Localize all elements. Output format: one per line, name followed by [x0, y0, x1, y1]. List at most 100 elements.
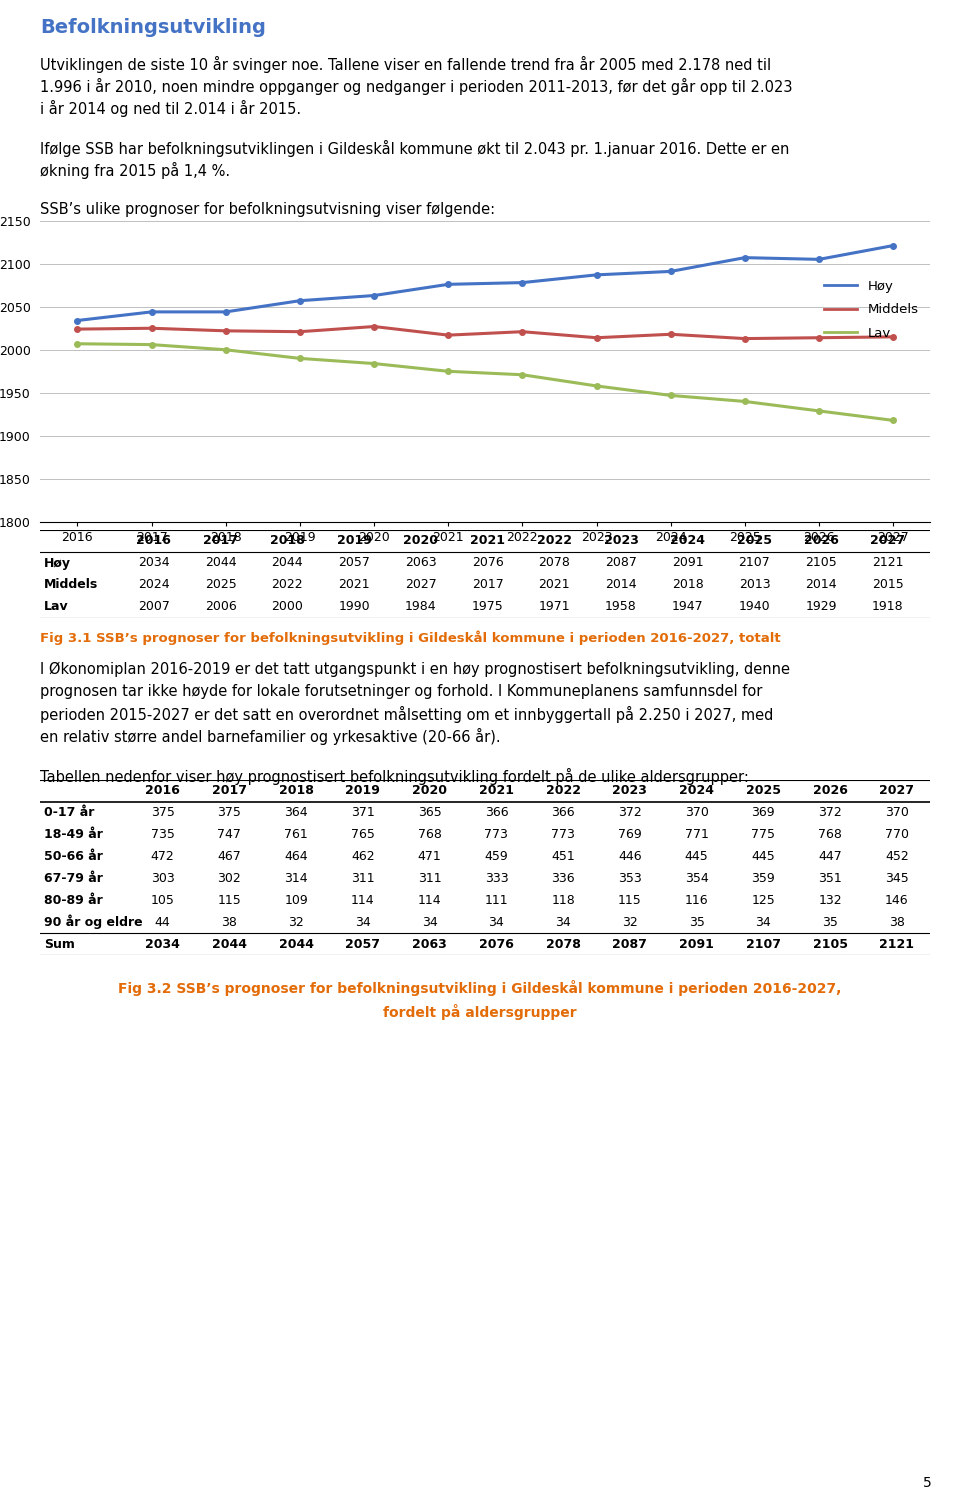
Text: 366: 366: [551, 807, 575, 819]
Legend: Høy, Middels, Lav: Høy, Middels, Lav: [819, 274, 924, 345]
Text: 2006: 2006: [204, 600, 236, 614]
Text: Høy: Høy: [44, 556, 71, 570]
Text: 2024: 2024: [138, 579, 170, 591]
Text: Fig 3.2 SSB’s prognoser for befolkningsutvikling i Gildeskål kommune i perioden : Fig 3.2 SSB’s prognoser for befolkningsu…: [118, 980, 842, 995]
Text: 2022: 2022: [272, 579, 303, 591]
Text: 359: 359: [752, 872, 776, 885]
Text: 2044: 2044: [204, 556, 236, 570]
Text: 2105: 2105: [805, 556, 837, 570]
Text: 2078: 2078: [545, 938, 581, 950]
Text: 1990: 1990: [338, 600, 370, 614]
Text: 2044: 2044: [212, 938, 247, 950]
Text: 1984: 1984: [405, 600, 437, 614]
Text: 116: 116: [684, 894, 708, 906]
Text: 1.996 i år 2010, noen mindre oppganger og nedganger i perioden 2011-2013, før de: 1.996 i år 2010, noen mindre oppganger o…: [40, 78, 793, 95]
Text: 1940: 1940: [738, 600, 770, 614]
Text: 2076: 2076: [471, 556, 503, 570]
Text: 447: 447: [818, 851, 842, 863]
Text: 345: 345: [885, 872, 909, 885]
Text: 375: 375: [218, 807, 241, 819]
Text: 2027: 2027: [871, 534, 905, 547]
Text: i år 2014 og ned til 2.014 i år 2015.: i år 2014 og ned til 2.014 i år 2015.: [40, 100, 301, 118]
Text: 747: 747: [218, 828, 241, 841]
Text: 0-17 år: 0-17 år: [44, 807, 94, 819]
Text: 2017: 2017: [203, 534, 238, 547]
Text: 118: 118: [551, 894, 575, 906]
Text: 1929: 1929: [805, 600, 837, 614]
Text: 34: 34: [421, 915, 438, 929]
Text: 364: 364: [284, 807, 308, 819]
Text: 2017: 2017: [212, 784, 247, 798]
Text: 464: 464: [284, 851, 308, 863]
Text: 773: 773: [485, 828, 509, 841]
Text: 372: 372: [818, 807, 842, 819]
Text: 462: 462: [351, 851, 374, 863]
Text: 34: 34: [355, 915, 371, 929]
Text: Sum: Sum: [44, 938, 75, 950]
Text: 2019: 2019: [337, 534, 372, 547]
Text: 2021: 2021: [479, 784, 514, 798]
Text: 2091: 2091: [672, 556, 704, 570]
Text: 114: 114: [418, 894, 442, 906]
Text: 771: 771: [684, 828, 708, 841]
Text: Befolkningsutvikling: Befolkningsutvikling: [40, 18, 266, 38]
Text: 2014: 2014: [805, 579, 837, 591]
Text: 303: 303: [151, 872, 175, 885]
Text: 765: 765: [351, 828, 374, 841]
Text: 2026: 2026: [813, 784, 848, 798]
Text: SSB’s ulike prognoser for befolkningsutvisning viser følgende:: SSB’s ulike prognoser for befolkningsutv…: [40, 202, 495, 217]
Text: 2025: 2025: [737, 534, 772, 547]
Text: 34: 34: [555, 915, 571, 929]
Text: 467: 467: [218, 851, 241, 863]
Text: Tabellen nedenfor viser høy prognostisert befolkningsutvikling fordelt på de uli: Tabellen nedenfor viser høy prognostiser…: [40, 768, 749, 786]
Text: 115: 115: [618, 894, 642, 906]
Text: 2023: 2023: [612, 784, 647, 798]
Text: 1918: 1918: [872, 600, 903, 614]
Text: 2044: 2044: [278, 938, 314, 950]
Text: 2091: 2091: [679, 938, 714, 950]
Text: 353: 353: [618, 872, 642, 885]
Text: økning fra 2015 på 1,4 %.: økning fra 2015 på 1,4 %.: [40, 161, 230, 179]
Text: 35: 35: [822, 915, 838, 929]
Text: Middels: Middels: [44, 579, 98, 591]
Text: 2019: 2019: [346, 784, 380, 798]
Text: 2025: 2025: [746, 784, 780, 798]
Text: 114: 114: [351, 894, 374, 906]
Text: 2121: 2121: [879, 938, 914, 950]
Text: 2021: 2021: [470, 534, 505, 547]
Text: 451: 451: [551, 851, 575, 863]
Text: 459: 459: [485, 851, 508, 863]
Text: 2076: 2076: [479, 938, 514, 950]
Text: 336: 336: [551, 872, 575, 885]
Text: 2034: 2034: [145, 938, 180, 950]
Text: 2026: 2026: [804, 534, 839, 547]
Text: 2107: 2107: [738, 556, 770, 570]
Text: 2015: 2015: [872, 579, 904, 591]
Text: 372: 372: [618, 807, 642, 819]
Text: 1971: 1971: [539, 600, 570, 614]
Text: 2007: 2007: [138, 600, 170, 614]
Text: 333: 333: [485, 872, 508, 885]
Text: 2034: 2034: [138, 556, 170, 570]
Text: I Økonomiplan 2016-2019 er det tatt utgangspunkt i en høy prognostisert befolkni: I Økonomiplan 2016-2019 er det tatt utga…: [40, 662, 790, 677]
Text: 2027: 2027: [405, 579, 437, 591]
Text: 2021: 2021: [539, 579, 570, 591]
Text: 44: 44: [155, 915, 171, 929]
Text: 365: 365: [418, 807, 442, 819]
Text: 2044: 2044: [272, 556, 303, 570]
Text: 2018: 2018: [278, 784, 314, 798]
Text: 354: 354: [684, 872, 708, 885]
Text: 2013: 2013: [738, 579, 770, 591]
Text: 2016: 2016: [136, 534, 171, 547]
Text: 2087: 2087: [605, 556, 636, 570]
Text: 2018: 2018: [270, 534, 304, 547]
Text: 2014: 2014: [605, 579, 636, 591]
Text: 18-49 år: 18-49 år: [44, 828, 103, 841]
Text: 770: 770: [885, 828, 909, 841]
Text: 472: 472: [151, 851, 175, 863]
Text: 2023: 2023: [604, 534, 638, 547]
Text: 735: 735: [151, 828, 175, 841]
Text: 2020: 2020: [403, 534, 439, 547]
Text: 452: 452: [885, 851, 909, 863]
Text: Fig 3.1 SSB’s prognoser for befolkningsutvikling i Gildeskål kommune i perioden : Fig 3.1 SSB’s prognoser for befolkningsu…: [40, 630, 780, 644]
